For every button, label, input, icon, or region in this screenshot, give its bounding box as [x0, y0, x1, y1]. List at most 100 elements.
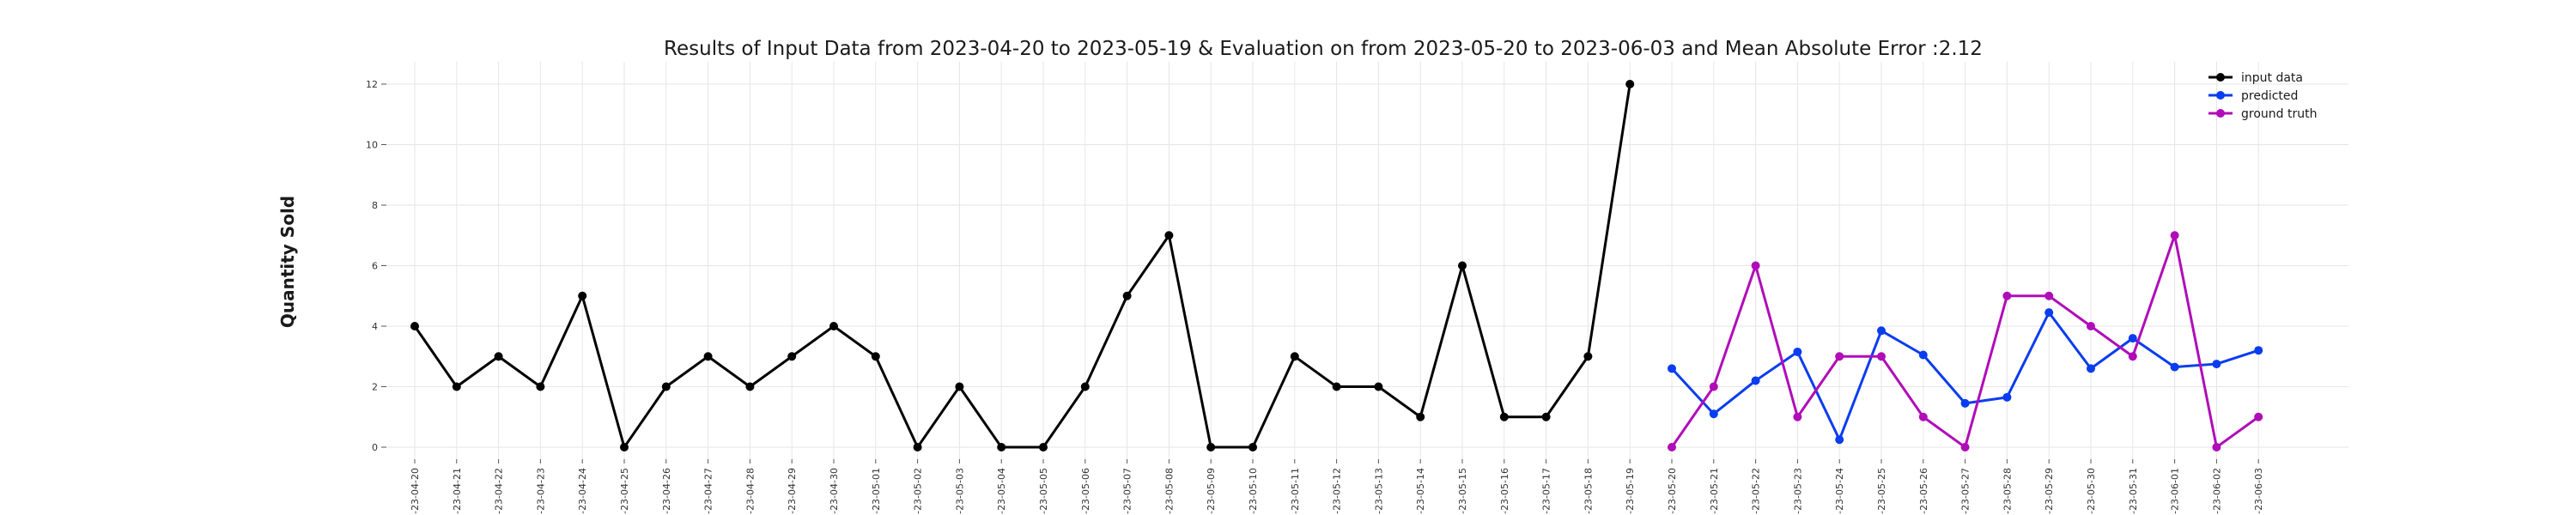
x-tick-label: -23-05-13: [1373, 468, 1384, 514]
data-point-predicted: [1751, 376, 1760, 385]
x-tick-label: -23-05-03: [954, 468, 965, 514]
data-point-input-data: [1625, 80, 1635, 88]
x-tick-label: -23-05-19: [1625, 468, 1636, 514]
x-tick-label: -23-05-07: [1122, 468, 1133, 514]
x-tick-label: -23-05-25: [1876, 468, 1887, 514]
x-tick-label: -23-05-12: [1332, 468, 1343, 514]
x-tick-label: -23-05-28: [2002, 468, 2013, 514]
legend-item-input-data: input data: [2208, 71, 2303, 85]
data-point-predicted: [2170, 362, 2179, 372]
data-point-input-data: [1583, 352, 1593, 361]
x-tick-label: -23-04-22: [494, 468, 505, 514]
data-point-input-data: [1374, 382, 1383, 391]
data-point-predicted: [1960, 398, 1970, 408]
data-point-input-data: [452, 382, 461, 391]
legend-item-ground-truth: ground truth: [2208, 107, 2317, 121]
y-tick-label: 12: [366, 79, 378, 90]
data-point-input-data: [1499, 412, 1509, 421]
x-tick-label: -23-05-23: [1792, 468, 1803, 514]
x-tick-label: -23-05-06: [1080, 468, 1091, 514]
data-point-ground-truth: [2170, 231, 2179, 240]
y-tick-label: 0: [372, 442, 378, 453]
y-tick-label: 8: [372, 200, 378, 211]
data-point-input-data: [536, 382, 545, 391]
series-line-input-data: [413, 83, 1631, 449]
data-point-input-data: [703, 352, 713, 361]
data-point-predicted: [1668, 364, 1676, 373]
data-point-ground-truth: [1751, 261, 1760, 270]
series-input-data: [410, 80, 1635, 451]
data-point-ground-truth: [2254, 412, 2263, 421]
x-tick-label: -23-04-24: [577, 468, 588, 514]
data-point-predicted: [1793, 347, 1802, 356]
x-tick-label: -23-05-11: [1290, 468, 1301, 514]
axes: 0 2 4 6 8 10 12 -23-04-20 -23-04-21 -23-04-22 -23-…: [366, 79, 2264, 514]
data-point-input-data: [1458, 261, 1467, 270]
data-point-ground-truth: [1918, 412, 1928, 421]
x-tick-label: -23-04-26: [661, 468, 672, 514]
legend-marker: [2216, 91, 2225, 100]
x-tick-label: -23-05-08: [1163, 468, 1175, 514]
x-tick-label: -23-05-27: [1960, 468, 1971, 514]
data-point-input-data: [410, 322, 419, 330]
series-predicted: [1668, 308, 2263, 445]
data-point-ground-truth: [2044, 291, 2054, 300]
series-layer: [410, 80, 2263, 451]
data-point-input-data: [1039, 443, 1048, 451]
data-point-ground-truth: [1877, 352, 1886, 361]
data-point-input-data: [1290, 352, 1299, 361]
legend-label: predicted: [2241, 89, 2298, 103]
data-point-input-data: [1416, 412, 1425, 421]
x-tick-label: -23-04-23: [535, 468, 546, 514]
data-point-input-data: [745, 382, 755, 391]
y-axis-label: Quantity Sold: [277, 196, 298, 328]
x-tick-label: -23-05-17: [1541, 468, 1552, 514]
x-tick-label: -23-05-10: [1248, 468, 1259, 514]
data-point-predicted: [1835, 435, 1844, 445]
data-point-input-data: [578, 291, 587, 300]
x-tick-label: -23-05-18: [1583, 468, 1594, 514]
data-point-input-data: [829, 322, 838, 330]
data-point-predicted: [2254, 346, 2263, 355]
x-tick-label: -23-06-02: [2211, 468, 2222, 514]
data-point-input-data: [913, 443, 922, 451]
series-ground-truth: [1668, 231, 2263, 451]
y-tick-label: 4: [372, 321, 378, 332]
data-point-ground-truth: [2212, 443, 2221, 451]
data-point-predicted: [1918, 350, 1928, 360]
data-point-ground-truth: [1835, 352, 1844, 361]
x-tick-label: -23-05-04: [996, 468, 1007, 514]
data-point-predicted: [1877, 326, 1886, 336]
y-tick-label: 6: [372, 261, 378, 272]
data-point-input-data: [787, 352, 797, 361]
y-tick-label: 10: [366, 140, 378, 151]
data-point-predicted: [2002, 392, 2012, 402]
data-point-ground-truth: [1709, 382, 1718, 391]
data-point-input-data: [1206, 443, 1216, 451]
data-point-ground-truth: [1960, 443, 1970, 451]
data-point-predicted: [2087, 364, 2095, 373]
x-tick-label: -23-04-25: [619, 468, 630, 514]
data-point-input-data: [1541, 412, 1551, 421]
legend: input data predicted ground truth: [2208, 71, 2317, 121]
x-tick-label: -23-05-22: [1751, 468, 1762, 514]
x-tick-label: -23-05-14: [1415, 468, 1426, 514]
legend-marker: [2216, 109, 2225, 118]
data-point-predicted: [1709, 409, 1718, 419]
data-point-predicted: [2044, 308, 2054, 318]
data-point-ground-truth: [2128, 352, 2137, 361]
x-tick-label: -23-05-29: [2044, 468, 2055, 514]
grid: [386, 62, 2348, 459]
x-tick-label: -23-06-03: [2253, 468, 2264, 514]
data-point-ground-truth: [2002, 291, 2012, 300]
x-tick-label: -23-05-24: [1834, 468, 1845, 514]
data-point-input-data: [1332, 382, 1341, 391]
data-point-input-data: [661, 382, 671, 391]
legend-marker: [2216, 73, 2225, 82]
x-tick-label: -23-05-05: [1038, 468, 1049, 514]
data-point-input-data: [1080, 382, 1090, 391]
data-point-input-data: [871, 352, 880, 361]
data-point-input-data: [1249, 443, 1257, 451]
x-tick-label: -23-04-21: [452, 468, 463, 514]
data-point-input-data: [494, 352, 503, 361]
